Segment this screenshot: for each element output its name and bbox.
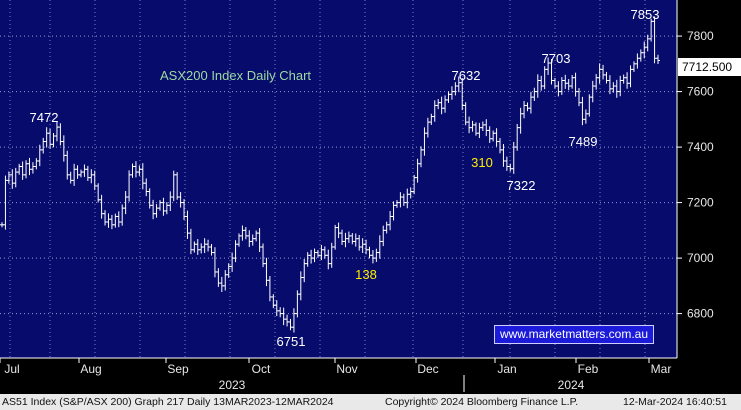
price-bars [0,16,660,333]
x-tick-label: Oct [252,362,271,376]
annotation-label: 7632 [452,68,481,83]
x-tick-label: Dec [417,362,438,376]
annotation-label: 7853 [631,7,660,22]
x-tick-label: Jul [4,362,19,376]
y-axis-labels: 6800 7000 7200 7400 7600 7800 [677,29,714,321]
chart-title: ASX200 Index Daily Chart [160,68,311,83]
x-axis-labels: Jul Aug Sep Oct Nov Dec Jan Feb Mar 2023 2024 [0,0,678,392]
chart-annotations: 7472 6751 138 7632 310 7322 7703 7489 7853 [30,7,660,349]
annotation-label: 310 [471,155,493,170]
footer-left: AS51 Index (S&P/ASX 200) Graph 217 Daily… [2,396,334,408]
grid-lines [0,0,677,358]
asx200-daily-chart: 6800 7000 7200 7400 7600 7800 Jul Aug Sep Oct Nov… [0,0,714,392]
x-tick-label: Mar [651,362,672,376]
y-tick-label: 7600 [687,85,714,99]
footer-timestamp: 12-Mar-2024 16:40:51 [623,396,727,408]
x-tick-label: Nov [336,362,357,376]
y-tick-label: 7200 [687,196,714,210]
y-tick-label: 7400 [687,140,714,154]
y-tick-label: 6800 [687,307,714,321]
annotation-label: 7472 [30,110,59,125]
x-tick-label: Sep [167,362,189,376]
x-tick-label: Feb [578,362,599,376]
year-label: 2023 [219,378,246,392]
x-tick-label: Aug [80,362,101,376]
last-price-tag: 7712.500 [678,58,741,76]
y-tick-label: 7000 [687,251,714,265]
plot-area [0,0,677,358]
footer-copyright: Copyright© 2024 Bloomberg Finance L.P. [385,396,579,408]
year-label: 2024 [558,378,585,392]
annotation-label: 6751 [277,334,306,349]
footer-bar: AS51 Index (S&P/ASX 200) Graph 217 Daily… [0,394,741,410]
ohlc-bar [656,54,660,64]
x-tick-label: Jan [497,362,516,376]
y-tick-label: 7800 [687,29,714,43]
website-badge[interactable]: www.marketmatters.com.au [494,325,654,344]
annotation-label: 7703 [542,51,571,66]
annotation-label: 138 [355,267,377,282]
annotation-label: 7322 [507,178,536,193]
annotation-label: 7489 [569,134,598,149]
